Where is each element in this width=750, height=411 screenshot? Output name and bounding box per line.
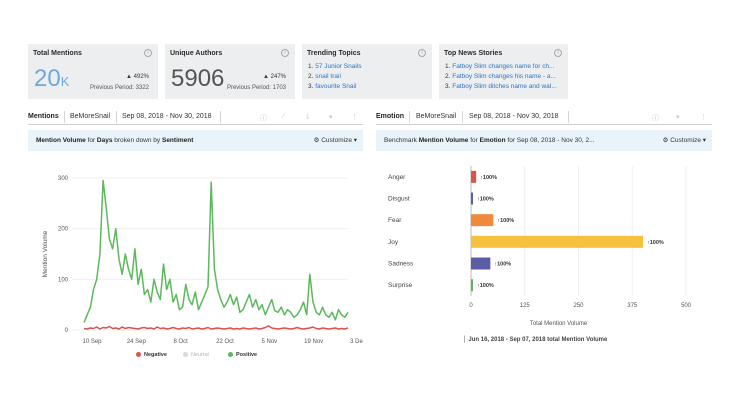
series-line-negative [83, 325, 349, 330]
chart-description: Mention Volume for Days broken down by S… [36, 137, 194, 144]
data-label: ↑100% [647, 240, 664, 246]
trending-topics-card: Trending Topics i 1. 57 Junior Snails 2.… [302, 44, 432, 99]
emotion-subheader: Benchmark Mention Volume for Emotion for… [376, 130, 712, 151]
card-title: Total Mentions [33, 50, 82, 57]
top-news-list: 1. Fatboy Slim changes name for ch... 2.… [445, 62, 557, 92]
x-tick-label: 19 Nov [304, 339, 323, 345]
more-icon[interactable]: ⋮ [351, 114, 358, 121]
card-title: Unique Authors [170, 50, 223, 57]
unique-authors-value: 5906 [171, 65, 225, 92]
download-icon[interactable]: ⤓ [306, 113, 310, 120]
data-label: ↑100% [497, 218, 514, 224]
category-label: Anger [388, 174, 406, 181]
bar-disgust [471, 192, 473, 205]
legend-positive[interactable]: Positive [228, 352, 257, 358]
x-axis-label: Total Mention Volume [530, 321, 588, 327]
x-tick-label: 375 [627, 303, 638, 309]
chart-description: Benchmark Mention Volume for Emotion for… [384, 137, 595, 144]
data-label: ↑100% [494, 262, 511, 268]
line-chart-icon[interactable]: ⁄ [283, 113, 285, 120]
info-icon[interactable]: i [554, 49, 562, 57]
y-tick-label: 100 [58, 277, 69, 283]
list-item[interactable]: 3. Fatboy Slim ditches name and wal... [445, 83, 557, 90]
legend-neutral[interactable]: Neutral [183, 352, 209, 358]
y-axis-label: Mention Volume [42, 230, 49, 277]
previous-period: Previous Period: 1703 [226, 85, 286, 91]
bar-fear [471, 214, 494, 227]
x-tick-label: 125 [520, 303, 531, 309]
total-mentions-value: 20K [34, 65, 70, 92]
tab-emotion[interactable]: Emotion [376, 113, 404, 120]
emotion-tabbar: Emotion BeMoreSnail Sep 08, 2018 - Nov 3… [376, 110, 712, 125]
list-item[interactable]: 3. favourite Snail [308, 83, 357, 90]
date-range[interactable]: Sep 08, 2018 - Nov 30, 2018 [469, 113, 559, 120]
x-tick-label: 22 Oct [216, 339, 234, 345]
query-selector[interactable]: BeMoreSnail [416, 113, 457, 120]
x-tick-label: 5 Nov [261, 339, 277, 345]
top-news-card: Top News Stories i 1. Fatboy Slim change… [439, 44, 568, 99]
data-label: ↑100% [480, 175, 497, 181]
list-item[interactable]: 2. snail trail [308, 73, 341, 80]
legend-negative[interactable]: Negative [136, 352, 167, 358]
category-label: Fear [388, 217, 402, 224]
info-icon[interactable]: i [281, 49, 289, 57]
unique-authors-card[interactable]: Unique Authors i 5906 ▲ 247% Previous Pe… [165, 44, 295, 99]
x-tick-label: 0 [469, 303, 473, 309]
info-icon[interactable]: ⓘ [652, 115, 659, 122]
series-line-positive [83, 179, 349, 323]
trending-topics-list: 1. 57 Junior Snails 2. snail trail 3. fa… [308, 62, 361, 92]
info-icon[interactable]: i [144, 49, 152, 57]
change-percent: ▲ 492% [126, 74, 149, 80]
mentions-subheader: Mention Volume for Days broken down by S… [28, 130, 363, 151]
legend-dot [136, 352, 141, 357]
category-label: Surprise [388, 282, 413, 289]
total-mentions-card[interactable]: Total Mentions i 20K ▲ 492% Previous Per… [28, 44, 158, 99]
x-tick-label: 8 Oct [173, 339, 188, 345]
x-tick-label: 24 Sep [127, 339, 147, 345]
card-title: Top News Stories [444, 50, 503, 57]
bar-joy [471, 235, 643, 248]
info-icon[interactable]: ⓘ [260, 115, 267, 122]
data-label: ↑100% [477, 197, 494, 203]
y-tick-label: 300 [58, 176, 69, 182]
date-range[interactable]: Sep 08, 2018 - Nov 30, 2018 [122, 113, 212, 120]
card-title: Trending Topics [307, 50, 361, 57]
legend-dot [183, 352, 188, 357]
bar-anger [471, 170, 477, 183]
more-icon[interactable]: ⋮ [700, 114, 707, 121]
bar-sadness [471, 257, 491, 270]
query-selector[interactable]: BeMoreSnail [70, 113, 111, 120]
list-item[interactable]: 1. 57 Junior Snails [308, 63, 362, 70]
x-tick-label: 3 Dec [350, 339, 363, 345]
legend-dot [228, 352, 233, 357]
bar-surprise [471, 279, 473, 292]
previous-period: Previous Period: 3322 [89, 85, 149, 91]
mention-volume-line-chart: 0 100 200 300 Mention Volume 10 Sep 24 Sep 8 Oc… [42, 176, 363, 345]
customize-button[interactable]: ⚙ Customize ▾ [662, 137, 706, 144]
y-tick-label: 0 [65, 328, 69, 334]
category-label: Disgust [388, 196, 410, 203]
x-tick-label: 250 [573, 303, 584, 309]
data-label: ↑100% [477, 283, 494, 289]
filter-icon[interactable]: ▾ [329, 114, 333, 121]
x-tick-label: 500 [681, 303, 692, 309]
customize-button[interactable]: ⚙ Customize ▾ [313, 137, 357, 144]
tab-mentions[interactable]: Mentions [28, 113, 59, 120]
category-label: Joy [388, 239, 399, 246]
info-icon[interactable]: i [418, 49, 426, 57]
list-item[interactable]: 1. Fatboy Slim changes name for ch... [445, 63, 555, 70]
emotion-bar-chart: 0 125 250 375 500 Total Mention Volume Anger ↑1… [388, 166, 692, 327]
filter-icon[interactable]: ▾ [676, 114, 680, 121]
category-label: Sadness [388, 261, 414, 268]
x-tick-label: 10 Sep [82, 339, 102, 345]
y-tick-label: 200 [58, 227, 69, 233]
benchmark-footnote: │ Jun 16, 2018 - Sep 07, 2018 total Ment… [463, 337, 608, 343]
mentions-tabbar: Mentions BeMoreSnail Sep 08, 2018 - Nov … [28, 110, 363, 125]
list-item[interactable]: 2. Fatboy Slim changes his name - a... [445, 73, 556, 80]
change-percent: ▲ 247% [263, 74, 286, 80]
